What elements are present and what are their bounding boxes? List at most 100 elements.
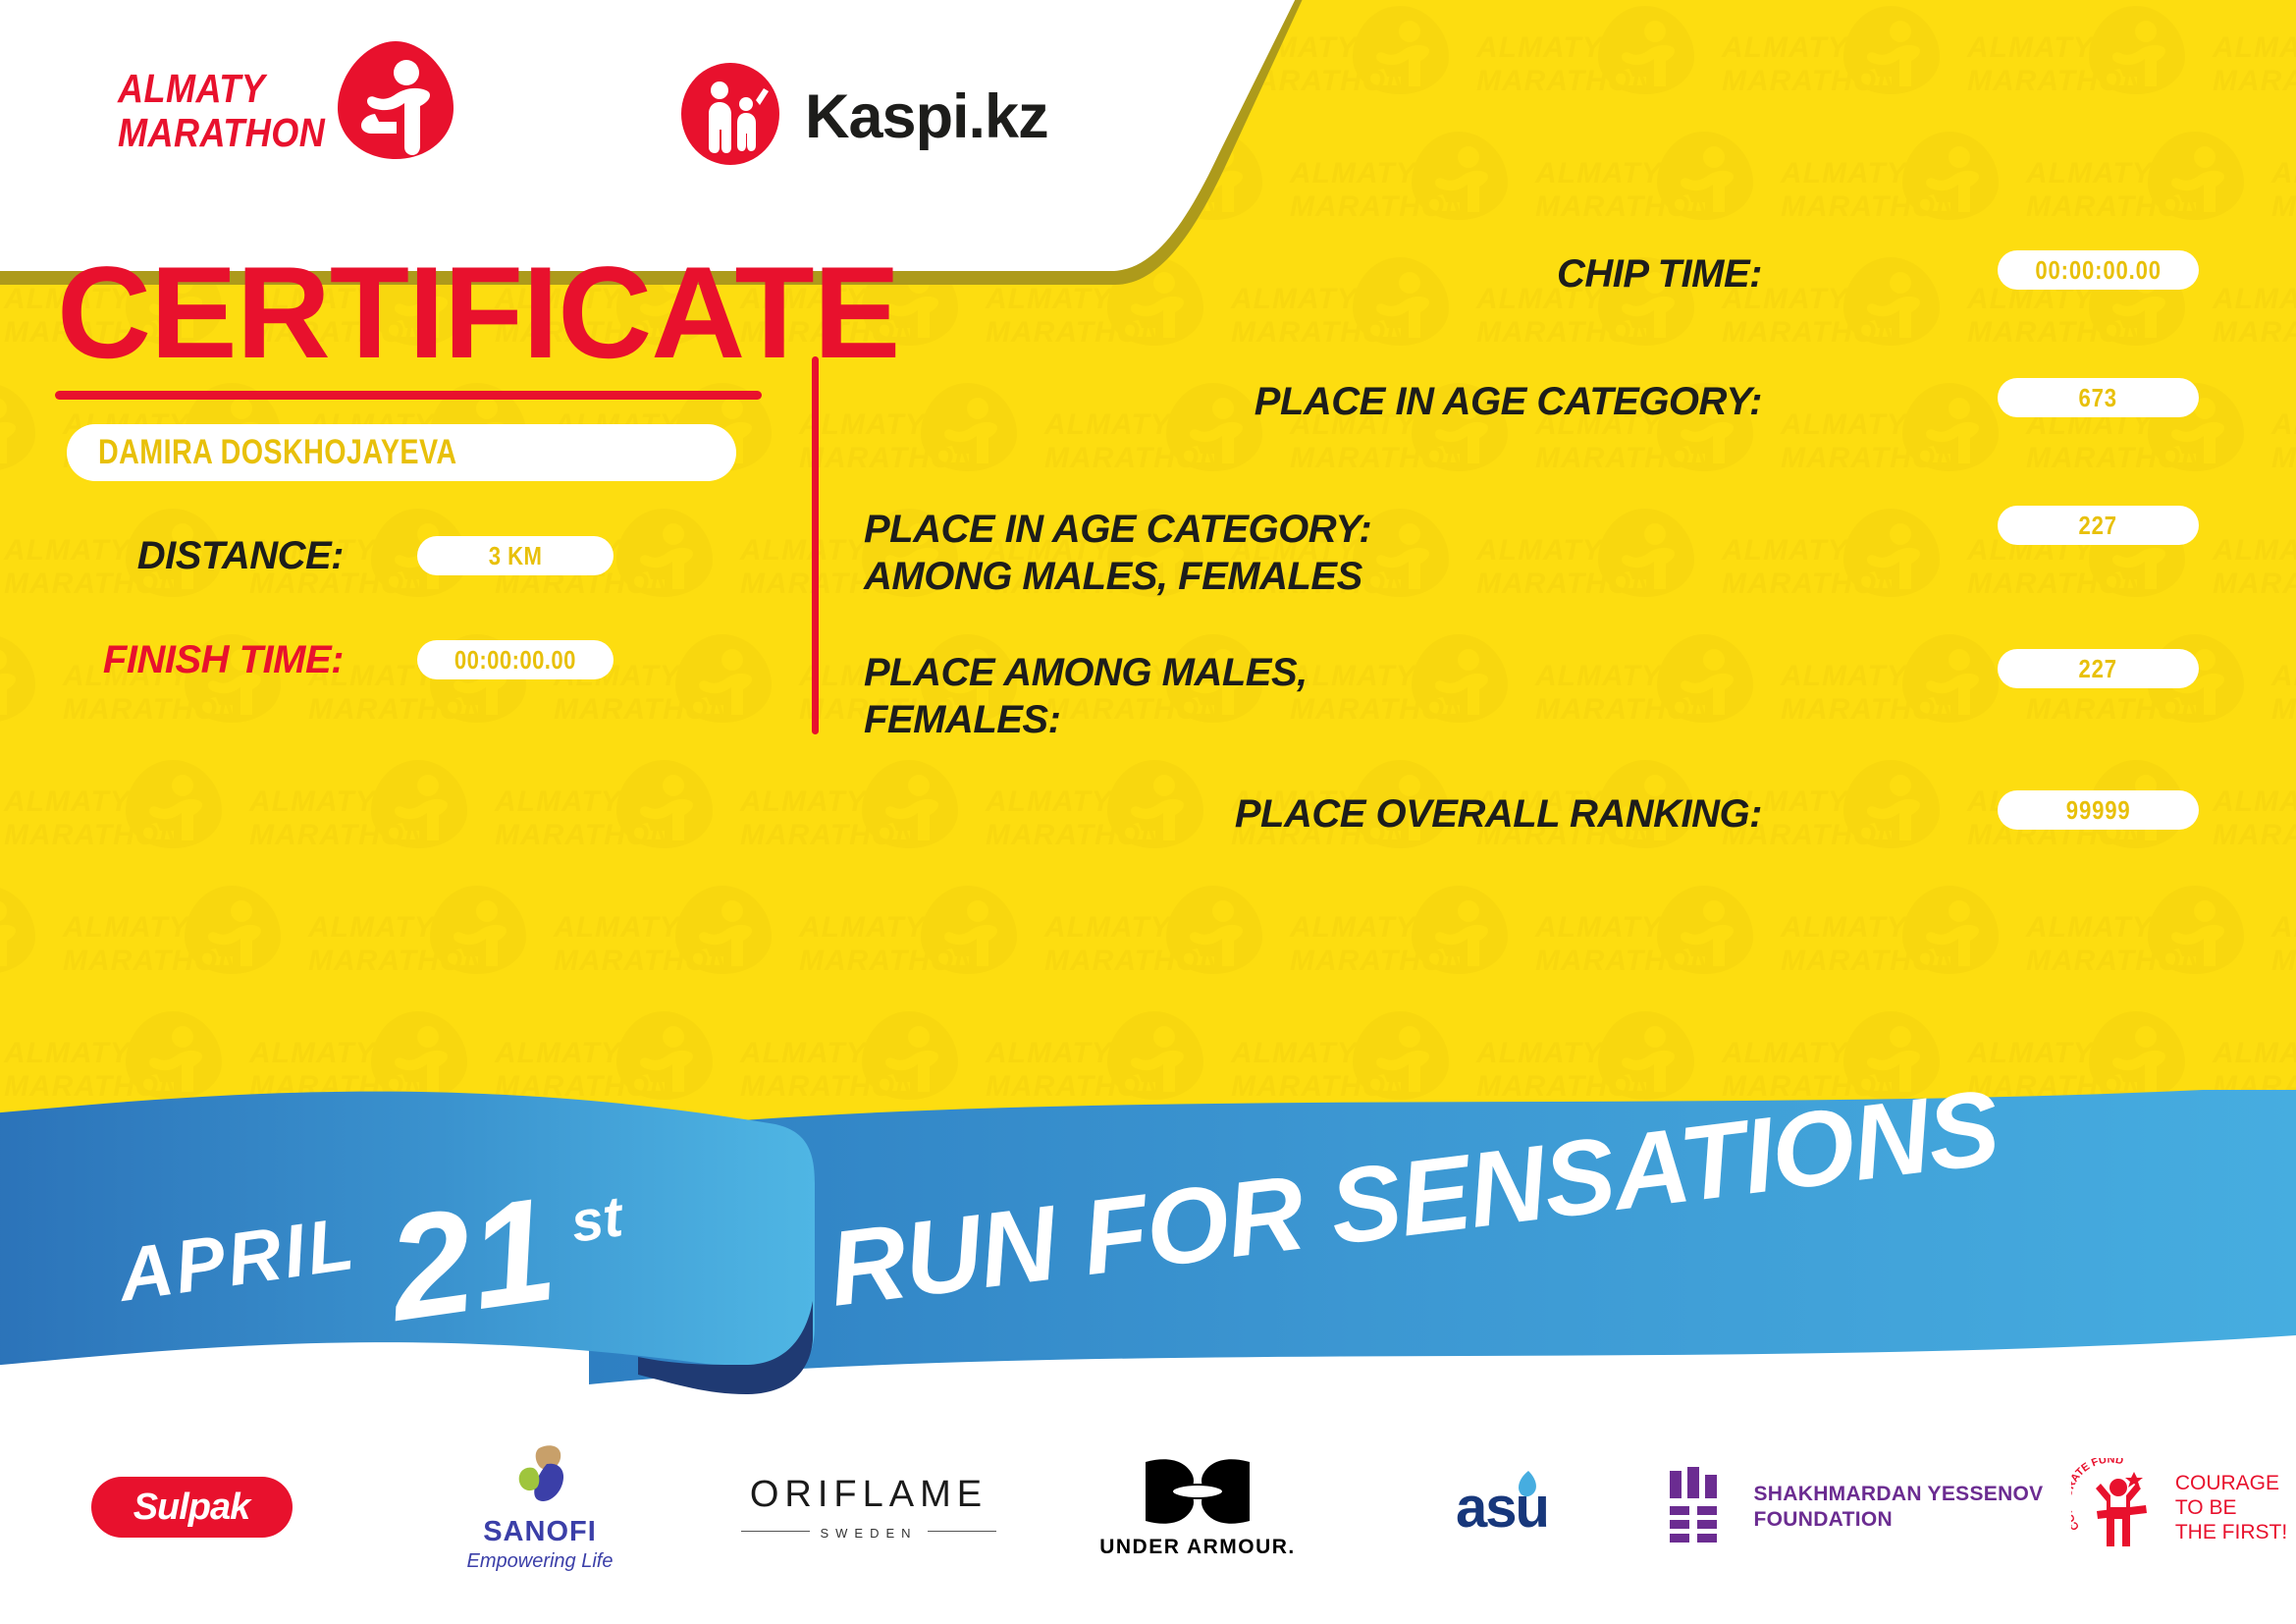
svg-text:MARATHON: MARATHON (740, 819, 918, 851)
svg-text:ALMATY: ALMATY (2270, 911, 2296, 944)
right-stat-pill: 673 (1998, 378, 2199, 417)
almaty-marathon-logo: ALMATY MARATHON (118, 41, 454, 165)
svg-text:ALMATY: ALMATY (1780, 408, 1909, 441)
asu-droplet-icon (1519, 1470, 1536, 1496)
svg-text:MARATHON: MARATHON (1044, 945, 1222, 977)
svg-text:MARATHON: MARATHON (1231, 1070, 1409, 1103)
ribbon-day: 21 (376, 1165, 564, 1352)
svg-text:MARATHON: MARATHON (554, 693, 731, 726)
vertical-divider (812, 356, 819, 734)
svg-text:ALMATY: ALMATY (2212, 283, 2296, 315)
svg-text:MARATHON: MARATHON (799, 693, 977, 726)
right-stat-value: 227 (2078, 510, 2118, 540)
svg-text:MARATHON: MARATHON (2271, 945, 2296, 977)
oriflame-sublabel: SWEDEN (820, 1526, 918, 1541)
almaty-marathon-wordmark: ALMATY MARATHON (118, 67, 334, 155)
svg-text:MARATHON: MARATHON (1044, 693, 1222, 726)
svg-text:MARATHON: MARATHON (1044, 442, 1222, 474)
svg-text:MARATHON: MARATHON (308, 945, 486, 977)
sanofi-wordmark: SANOFI (483, 1515, 597, 1547)
svg-text:ALMATY: ALMATY (1475, 1037, 1605, 1069)
svg-text:ALMATY: ALMATY (1043, 660, 1173, 692)
svg-text:MARATHON: MARATHON (799, 442, 977, 474)
courage-fund-label: COURAGE TO BE THE FIRST! (2174, 1471, 2288, 1543)
svg-text:MARATHON: MARATHON (740, 568, 918, 600)
right-stat-row: PLACE IN AGE CATEGORY: AMONG MALES, FEMA… (864, 506, 2258, 598)
svg-text:ALMATY: ALMATY (985, 534, 1114, 567)
right-stats-group: CHIP TIME: 00:00:00.00 PLACE IN AGE CATEGO… (864, 250, 2258, 861)
svg-text:ALMATY: ALMATY (1289, 408, 1418, 441)
svg-text:ALMATY: ALMATY (494, 283, 623, 315)
svg-text:MARATHON: MARATHON (2213, 316, 2296, 349)
svg-text:ALMATY: ALMATY (494, 1037, 623, 1069)
svg-text:ALMATY: ALMATY (62, 911, 191, 944)
under-armour-wordmark: UNDER ARMOUR. (1099, 1535, 1296, 1558)
svg-text:ALMATY: ALMATY (2212, 785, 2296, 818)
svg-text:MARATHON: MARATHON (2213, 819, 2296, 851)
svg-text:MARATHON: MARATHON (554, 945, 731, 977)
header: ALMATY MARATHON (0, 0, 1374, 295)
svg-text:ALMATY: ALMATY (307, 911, 437, 944)
right-stat-label: PLACE AMONG MALES, FEMALES: (864, 651, 1308, 741)
svg-text:MARATHON: MARATHON (1967, 65, 2145, 97)
svg-text:MARATHON: MARATHON (986, 1070, 1163, 1103)
svg-text:ALMATY: ALMATY (62, 660, 191, 692)
svg-text:ALMATY: ALMATY (985, 283, 1114, 315)
svg-text:MARATHON: MARATHON (1535, 945, 1713, 977)
svg-text:ALMATY: ALMATY (985, 1037, 1114, 1069)
sponsor-under-armour: UNDER ARMOUR. (1041, 1456, 1355, 1559)
kaspi-logo: Kaspi.kz (677, 61, 1049, 172)
svg-text:ALMATY: ALMATY (985, 785, 1114, 818)
left-stat-value: 3 KM (488, 540, 543, 570)
svg-text:MARATHON: MARATHON (986, 568, 1163, 600)
svg-text:MARATHON: MARATHON (1290, 693, 1468, 726)
svg-text:ALMATY: ALMATY (3, 1037, 133, 1069)
svg-text:MARATHON: MARATHON (1476, 1070, 1654, 1103)
svg-text:ALMATY: ALMATY (2270, 408, 2296, 441)
svg-text:MARATHON: MARATHON (1722, 316, 1899, 349)
right-stat-row: PLACE OVERALL RANKING: 99999 (864, 790, 2258, 861)
svg-text:ALMATY: ALMATY (1043, 911, 1173, 944)
svg-text:MARATHON: MARATHON (249, 819, 427, 851)
yessenov-wordmark: SHAKHMARDAN YESSENOV FOUNDATION (1753, 1483, 2044, 1531)
svg-text:ALMATY: ALMATY (3, 534, 133, 567)
svg-text:ALMATY: ALMATY (1534, 911, 1664, 944)
svg-text:MARATHON: MARATHON (495, 819, 672, 851)
svg-text:ALMATY: ALMATY (307, 660, 437, 692)
svg-text:ALMATY: ALMATY (248, 534, 378, 567)
svg-text:MARATHON: MARATHON (495, 316, 672, 349)
svg-text:ALMATY: ALMATY (1475, 31, 1605, 64)
svg-text:ALMATY: ALMATY (1534, 157, 1664, 189)
sanofi-mark-icon (496, 1442, 584, 1516)
right-stat-value: 99999 (2065, 794, 2131, 825)
right-stat-label: PLACE IN AGE CATEGORY: AMONG MALES, FEMA… (864, 508, 1372, 598)
left-stat-label: FINISH TIME: (102, 637, 345, 681)
svg-text:MARATHON: MARATHON (1231, 568, 1409, 600)
svg-text:MARATHON: MARATHON (986, 316, 1163, 349)
svg-text:MARATHON: MARATHON (2213, 65, 2296, 97)
svg-text:MARATHON: MARATHON (1231, 316, 1409, 349)
svg-text:ALMATY: ALMATY (1475, 534, 1605, 567)
